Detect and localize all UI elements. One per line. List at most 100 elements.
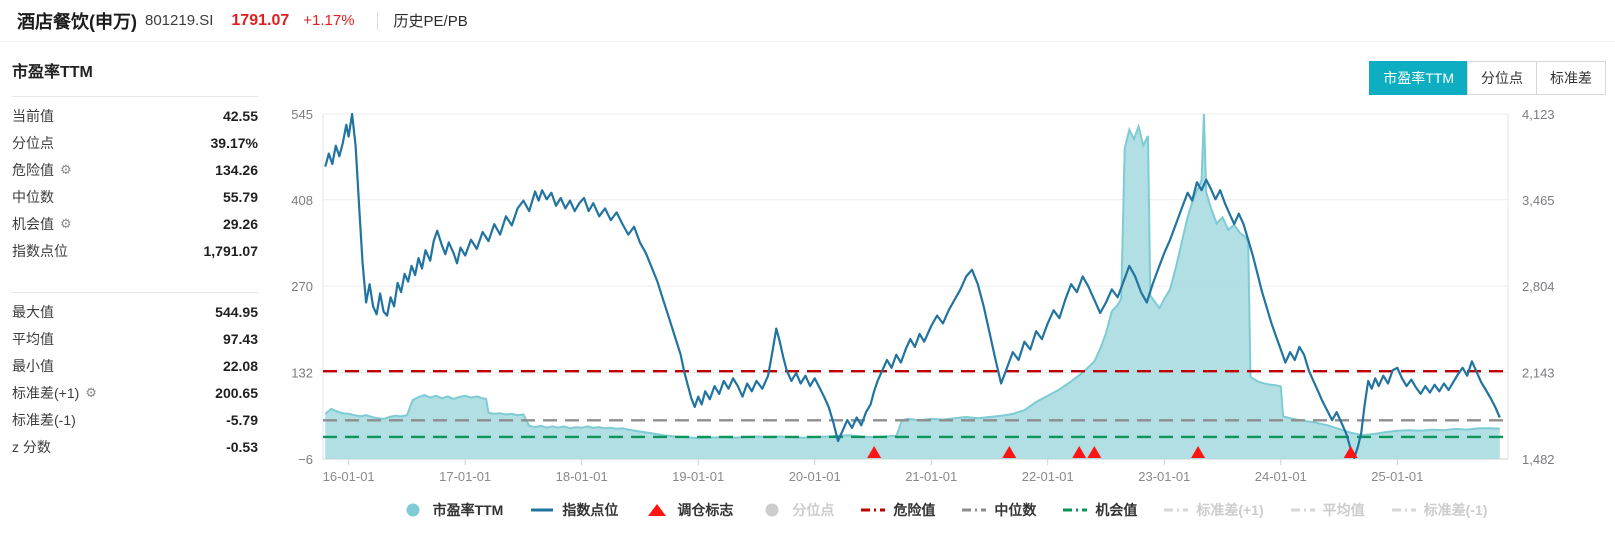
legend-median[interactable]: 中位数 [961,500,1036,520]
right-axis-tick: 2,804 [1522,279,1555,294]
tab-std[interactable]: 标准差 [1536,61,1606,95]
stat-label: 最小值 [12,357,54,374]
x-axis-tick: 20-01-01 [789,469,841,484]
stat-value: 200.65 [215,384,258,401]
right-axis-tick: 2,143 [1522,366,1555,381]
dashdot-icon [1164,508,1189,512]
x-axis-tick: 25-01-01 [1371,469,1423,484]
stat-value: -0.53 [226,438,258,455]
chart-legend: 市盈率TTM 指数点位 调仓标志 分位点 危险值 中位数 机会值 标准差(+1) 平均值 标准差(… [272,500,1615,520]
legend-index[interactable]: 指数点位 [529,500,618,520]
stat-value: 29.26 [222,215,258,232]
stat-value: 134.26 [215,161,258,178]
gear-icon[interactable]: ⚙ [60,216,72,231]
breadcrumb-pe-pb: 历史PE/PB [393,13,468,30]
chart-area[interactable]: 545 4,123 408 3,465 270 2,804 132 2,143 −6 1,482 1… [272,98,1615,498]
stat-row: 平均值 97.43 [12,325,258,352]
index-code: 801219.SI [145,12,214,29]
stat-label: 分位点 [12,134,54,151]
stat-label: 机会值 ⚙ [12,215,72,232]
left-axis-tick: 408 [291,193,313,208]
stats-panel: 市盈率TTM 当前值 42.55 分位点 39.17% 危险值 ⚙ 134.26 中位数 55.… [0,42,272,556]
legend-rebalance[interactable]: 调仓标志 [644,500,733,520]
stat-value: 42.55 [222,107,258,124]
rebalance-marker-icon [1087,446,1102,458]
left-axis-tick: 545 [291,107,313,122]
panel-title: 市盈率TTM [12,64,93,81]
x-axis-tick: 24-01-01 [1255,469,1307,484]
legend-label: 分位点 [792,502,835,518]
legend-chance[interactable]: 机会值 [1062,500,1137,520]
dashdot-icon [1290,508,1315,512]
circle-icon [406,503,420,517]
x-axis-tick: 21-01-01 [905,469,957,484]
stat-row: 最小值 22.08 [12,352,258,379]
stat-value: 39.17% [210,134,258,151]
stat-value: -5.79 [226,411,258,428]
x-axis-tick: 18-01-01 [556,469,608,484]
rebalance-marker-icon [1072,446,1087,458]
line-icon [531,508,554,512]
legend-label: 调仓标志 [677,502,734,518]
legend-percentile[interactable]: 分位点 [759,500,834,520]
metric-tabs: 市盈率TTM 分位点 标准差 [1369,61,1606,95]
rebalance-marker-icon [1191,446,1206,458]
left-axis-tick: 270 [291,279,313,294]
index-change-percent: +1.17% [303,12,355,29]
tab-pe-ttm[interactable]: 市盈率TTM [1369,61,1468,95]
stats-group-secondary: 最大值 544.95 平均值 97.43 最小值 22.08 标准差(+1) ⚙ 200.65 标… [12,292,258,460]
legend-label: 标准差(+1) [1196,502,1264,518]
right-axis-tick: 4,123 [1522,107,1555,122]
stats-group-primary: 当前值 42.55 分位点 39.17% 危险值 ⚙ 134.26 中位数 55.79 机会值 ⚙ 2… [12,96,258,264]
legend-std-plus1[interactable]: 标准差(+1) [1163,500,1264,520]
stat-row: 当前值 42.55 [12,102,258,129]
legend-label: 平均值 [1322,502,1365,518]
stat-row: 最大值 544.95 [12,298,258,325]
right-axis-tick: 3,465 [1522,193,1555,208]
legend-std-minus1[interactable]: 标准差(-1) [1391,500,1488,520]
stat-row: z 分数 -0.53 [12,433,258,460]
rebalance-marker-icon [1002,446,1017,458]
x-axis-tick: 16-01-01 [323,469,375,484]
stat-row: 中位数 55.79 [12,183,258,210]
stat-value: 55.79 [222,188,258,205]
stat-row: 标准差(-1) -5.79 [12,406,258,433]
header-divider [376,11,378,30]
stat-label: 标准差(+1) ⚙ [12,384,97,401]
page-title: 酒店餐饮(申万) [17,11,137,32]
stat-label: 中位数 [12,188,54,205]
stat-label: 危险值 ⚙ [12,161,72,178]
stat-value: 1,791.07 [203,242,259,259]
stat-label: 最大值 [12,303,54,320]
pe-history-chart[interactable]: 545 4,123 408 3,465 270 2,804 132 2,143 −6 1,482 1… [272,98,1615,498]
stat-row: 危险值 ⚙ 134.26 [12,156,258,183]
legend-mean[interactable]: 平均值 [1290,500,1365,520]
stat-value: 22.08 [222,357,258,374]
dashdot-icon [962,508,987,512]
stat-row: 机会值 ⚙ 29.26 [12,210,258,237]
right-axis-tick: 1,482 [1522,452,1555,467]
stat-label: 指数点位 [12,242,68,259]
gear-icon[interactable]: ⚙ [60,162,72,177]
left-axis-tick: 132 [291,366,313,381]
legend-label: 指数点位 [562,502,619,518]
legend-label: 中位数 [994,502,1037,518]
legend-label: 标准差(-1) [1423,502,1488,518]
stat-value: 97.43 [222,330,258,347]
dashdot-icon [1391,508,1416,512]
legend-danger[interactable]: 危险值 [860,500,935,520]
legend-pe-ttm[interactable]: 市盈率TTM [400,500,504,520]
legend-label: 市盈率TTM [432,502,504,518]
rebalance-marker-icon [1343,446,1358,458]
circle-icon [765,503,779,517]
gear-icon[interactable]: ⚙ [85,385,97,400]
rebalance-marker-icon [867,446,882,458]
tab-percentile[interactable]: 分位点 [1467,61,1537,95]
stat-label: 标准差(-1) [12,411,76,428]
dashdot-icon [861,508,886,512]
index-price: 1791.07 [231,11,290,29]
stat-label: 平均值 [12,330,54,347]
stat-row: 指数点位 1,791.07 [12,237,258,264]
stat-label: 当前值 [12,107,54,124]
x-axis-tick: 19-01-01 [672,469,724,484]
